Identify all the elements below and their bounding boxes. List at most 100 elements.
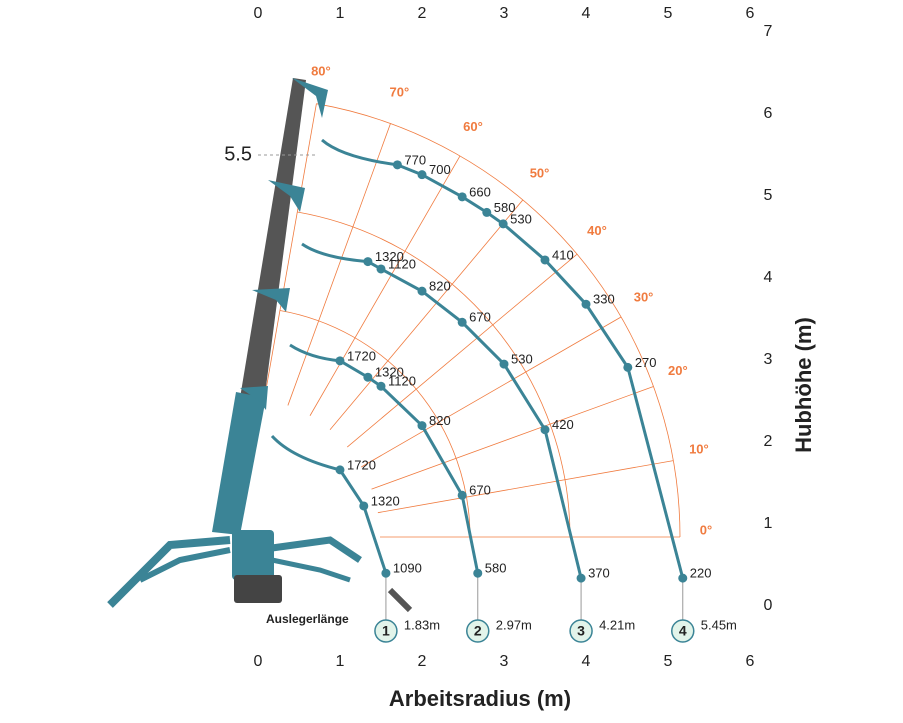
load-label: 1120 (388, 374, 416, 389)
jib (252, 288, 290, 312)
angle-line (329, 199, 524, 431)
load-label: 670 (469, 483, 491, 498)
curve-lead (289, 343, 341, 363)
angle-line (309, 155, 461, 416)
angle-label: 20° (668, 363, 688, 378)
load-point (576, 573, 586, 583)
load-point (498, 219, 508, 229)
load-point (376, 381, 386, 391)
load-point (678, 573, 688, 583)
outrigger (138, 547, 231, 583)
load-point (457, 490, 467, 500)
outrigger-foot (387, 587, 413, 613)
load-point (381, 568, 391, 578)
boom-number: 3 (577, 623, 585, 639)
load-label: 820 (429, 279, 451, 294)
x-tick-label: 3 (500, 653, 509, 670)
load-label: 270 (635, 355, 657, 370)
angle-line (371, 386, 654, 490)
boom-badge (671, 619, 695, 643)
angle-line (361, 316, 622, 468)
load-point (363, 257, 373, 267)
x-tick-label: 6 (746, 653, 755, 670)
boom-number: 1 (382, 623, 390, 639)
load-label: 530 (510, 211, 532, 226)
x-axis-title: Arbeitsradius (m) (389, 686, 571, 711)
boom-number: 4 (679, 623, 687, 639)
x-tick-label-top: 5 (664, 5, 673, 22)
load-label: 580 (494, 200, 516, 215)
jib (292, 78, 328, 118)
angle-label: 60° (463, 119, 483, 134)
load-point (457, 317, 467, 327)
y-tick-label: 1 (764, 515, 773, 532)
load-point (473, 568, 483, 578)
angle-label: 40° (587, 223, 607, 238)
load-label: 530 (511, 352, 533, 367)
angle-line (263, 103, 317, 400)
y-axis-title: Hubhöhe (m) (791, 317, 816, 453)
curve-lead (301, 242, 369, 264)
load-label: 1720 (347, 348, 376, 363)
load-point (392, 160, 402, 170)
y-tick-label: 0 (764, 597, 773, 614)
angle-label: 30° (634, 289, 654, 304)
load-point (363, 372, 373, 382)
angle-label: 0° (700, 522, 712, 537)
load-point (482, 207, 492, 217)
boom-length: 1.83m (404, 617, 440, 632)
load-point (581, 299, 591, 309)
outrigger (271, 536, 362, 563)
crane (107, 78, 413, 613)
load-curve (339, 359, 480, 574)
load-point (417, 421, 427, 431)
boom-badge (374, 619, 398, 643)
grid-layer: 0° 10° 20° 30° 40° 50° 60° 70° 80° (263, 64, 712, 537)
boom-label: Auslegerlänge (266, 612, 349, 626)
load-label: 330 (593, 292, 615, 307)
load-point (457, 192, 467, 202)
x-tick-label-top: 2 (418, 5, 427, 22)
load-point (359, 501, 369, 511)
curve-lead (270, 434, 341, 472)
angle-line (346, 253, 578, 448)
load-point (540, 255, 550, 265)
load-point (623, 362, 633, 372)
load-point (376, 264, 386, 274)
load-point (499, 359, 509, 369)
boom-length: 2.97m (496, 617, 532, 632)
load-point (540, 425, 550, 435)
load-label: 670 (469, 310, 491, 325)
x-tick-label-top: 3 (500, 5, 509, 22)
load-curve (396, 163, 685, 579)
y-tick-label: 2 (764, 433, 773, 450)
load-label: 220 (690, 566, 712, 581)
y-tick-label: 5 (764, 187, 773, 204)
load-label: 660 (469, 184, 491, 199)
x-tick-label: 0 (254, 653, 263, 670)
jib (240, 386, 268, 410)
x-tick-label: 5 (664, 653, 673, 670)
crane-body (232, 530, 274, 580)
angle-line (377, 460, 674, 514)
x-tick-label: 2 (418, 653, 427, 670)
x-tick-label-top: 6 (746, 5, 755, 22)
crawler (234, 575, 282, 603)
load-label: 700 (429, 162, 451, 177)
boom-number: 2 (474, 623, 482, 639)
x-tick-label-top: 4 (582, 5, 591, 22)
annotation: 5.5 (224, 143, 252, 165)
outrigger (107, 536, 231, 608)
boom-badge (466, 619, 490, 643)
load-label: 820 (429, 413, 451, 428)
x-tick-label-top: 0 (254, 5, 263, 22)
angle-label: 50° (530, 165, 550, 180)
y-tick-label: 4 (764, 269, 773, 286)
boom-length: 4.21m (599, 617, 635, 632)
load-label: 1720 (347, 457, 376, 472)
load-curve (338, 469, 388, 574)
jib (268, 180, 305, 212)
load-label: 370 (588, 566, 610, 581)
load-label: 420 (552, 417, 574, 432)
angle-label: 80° (311, 64, 331, 79)
